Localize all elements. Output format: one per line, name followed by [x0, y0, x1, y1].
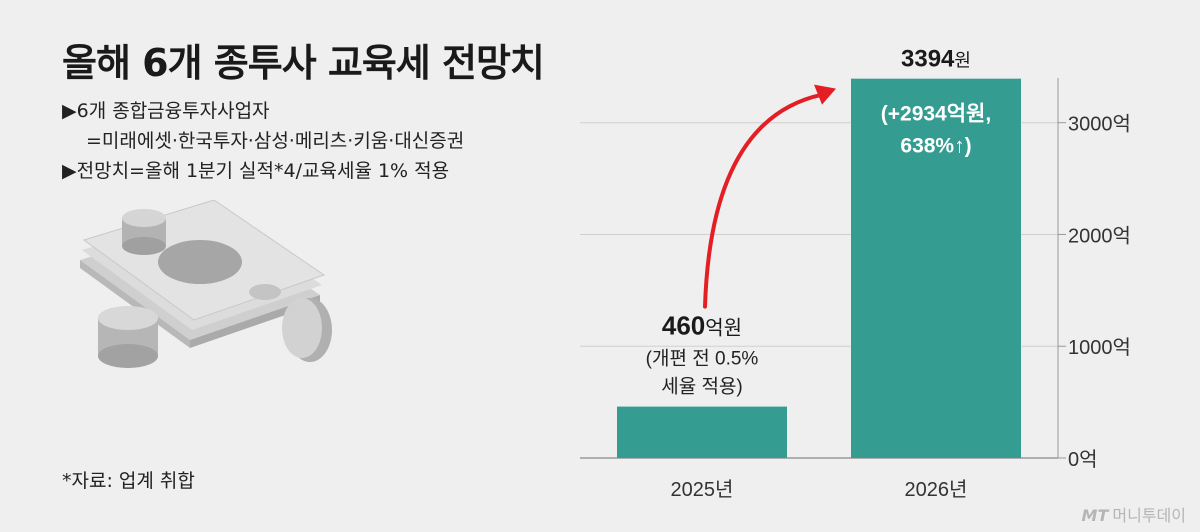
notes: ▶6개 종합금융투자사업자 =미래에셋·한국투자·삼성·메리츠·키움·대신증권 …	[62, 96, 464, 186]
bars	[617, 78, 1021, 458]
arrow-head	[814, 84, 836, 105]
x-axis-categories: 2025년 2026년	[671, 478, 968, 501]
note-line-company-list: =미래에셋·한국투자·삼성·메리츠·키움·대신증권	[86, 130, 465, 152]
note-line-estimate-method: ▶전망치=올해 1분기 실적*4/교육세율 1% 적용	[62, 160, 450, 182]
y-axis-ticks: 0억 1000억 2000억 3000억	[1057, 78, 1131, 471]
brand-name: 머니투데이	[1112, 506, 1186, 525]
note-line-companies: ▶6개 종합금융투자사업자	[62, 100, 270, 122]
bar-2	[851, 78, 1021, 458]
data-label-value: 460	[662, 311, 705, 341]
data-label-note: 638%↑)	[900, 135, 971, 158]
brand-logo: MT 머니투데이	[1082, 502, 1186, 526]
data-label-note: (개편 전 0.5%	[646, 348, 759, 370]
data-label-unit: 원	[954, 51, 971, 71]
x-category-label: 2025년	[671, 478, 734, 501]
data-label-value: 3394	[901, 46, 955, 73]
brand-logo-mark: MT	[1081, 506, 1109, 525]
x-category-label: 2026년	[905, 478, 968, 501]
data-label-note: 세율 적용)	[661, 376, 743, 398]
arrow-path	[703, 92, 824, 309]
page-title: 올해 6개 종투사 교육세 전망치	[62, 41, 545, 85]
bar-1	[617, 406, 787, 458]
y-tick-label: 0억	[1068, 448, 1098, 471]
data-label-2026: 3394원	[901, 46, 971, 73]
y-tick-label: 3000억	[1068, 113, 1131, 136]
source-note: *자료: 업계 취합	[62, 470, 195, 492]
data-label-unit: 억원	[705, 317, 742, 340]
money-illustration-icon	[80, 200, 332, 368]
y-tick-label: 2000억	[1068, 224, 1131, 247]
growth-arrow-icon	[703, 84, 836, 309]
data-label-note: (+2934억원,	[881, 103, 991, 126]
data-label-2025: 460억원	[662, 311, 742, 341]
data-labels: 460억원 (개편 전 0.5% 세율 적용) 3394원 (+2934억원, 638%↑…	[646, 46, 992, 398]
y-tick-label: 1000억	[1068, 336, 1131, 359]
